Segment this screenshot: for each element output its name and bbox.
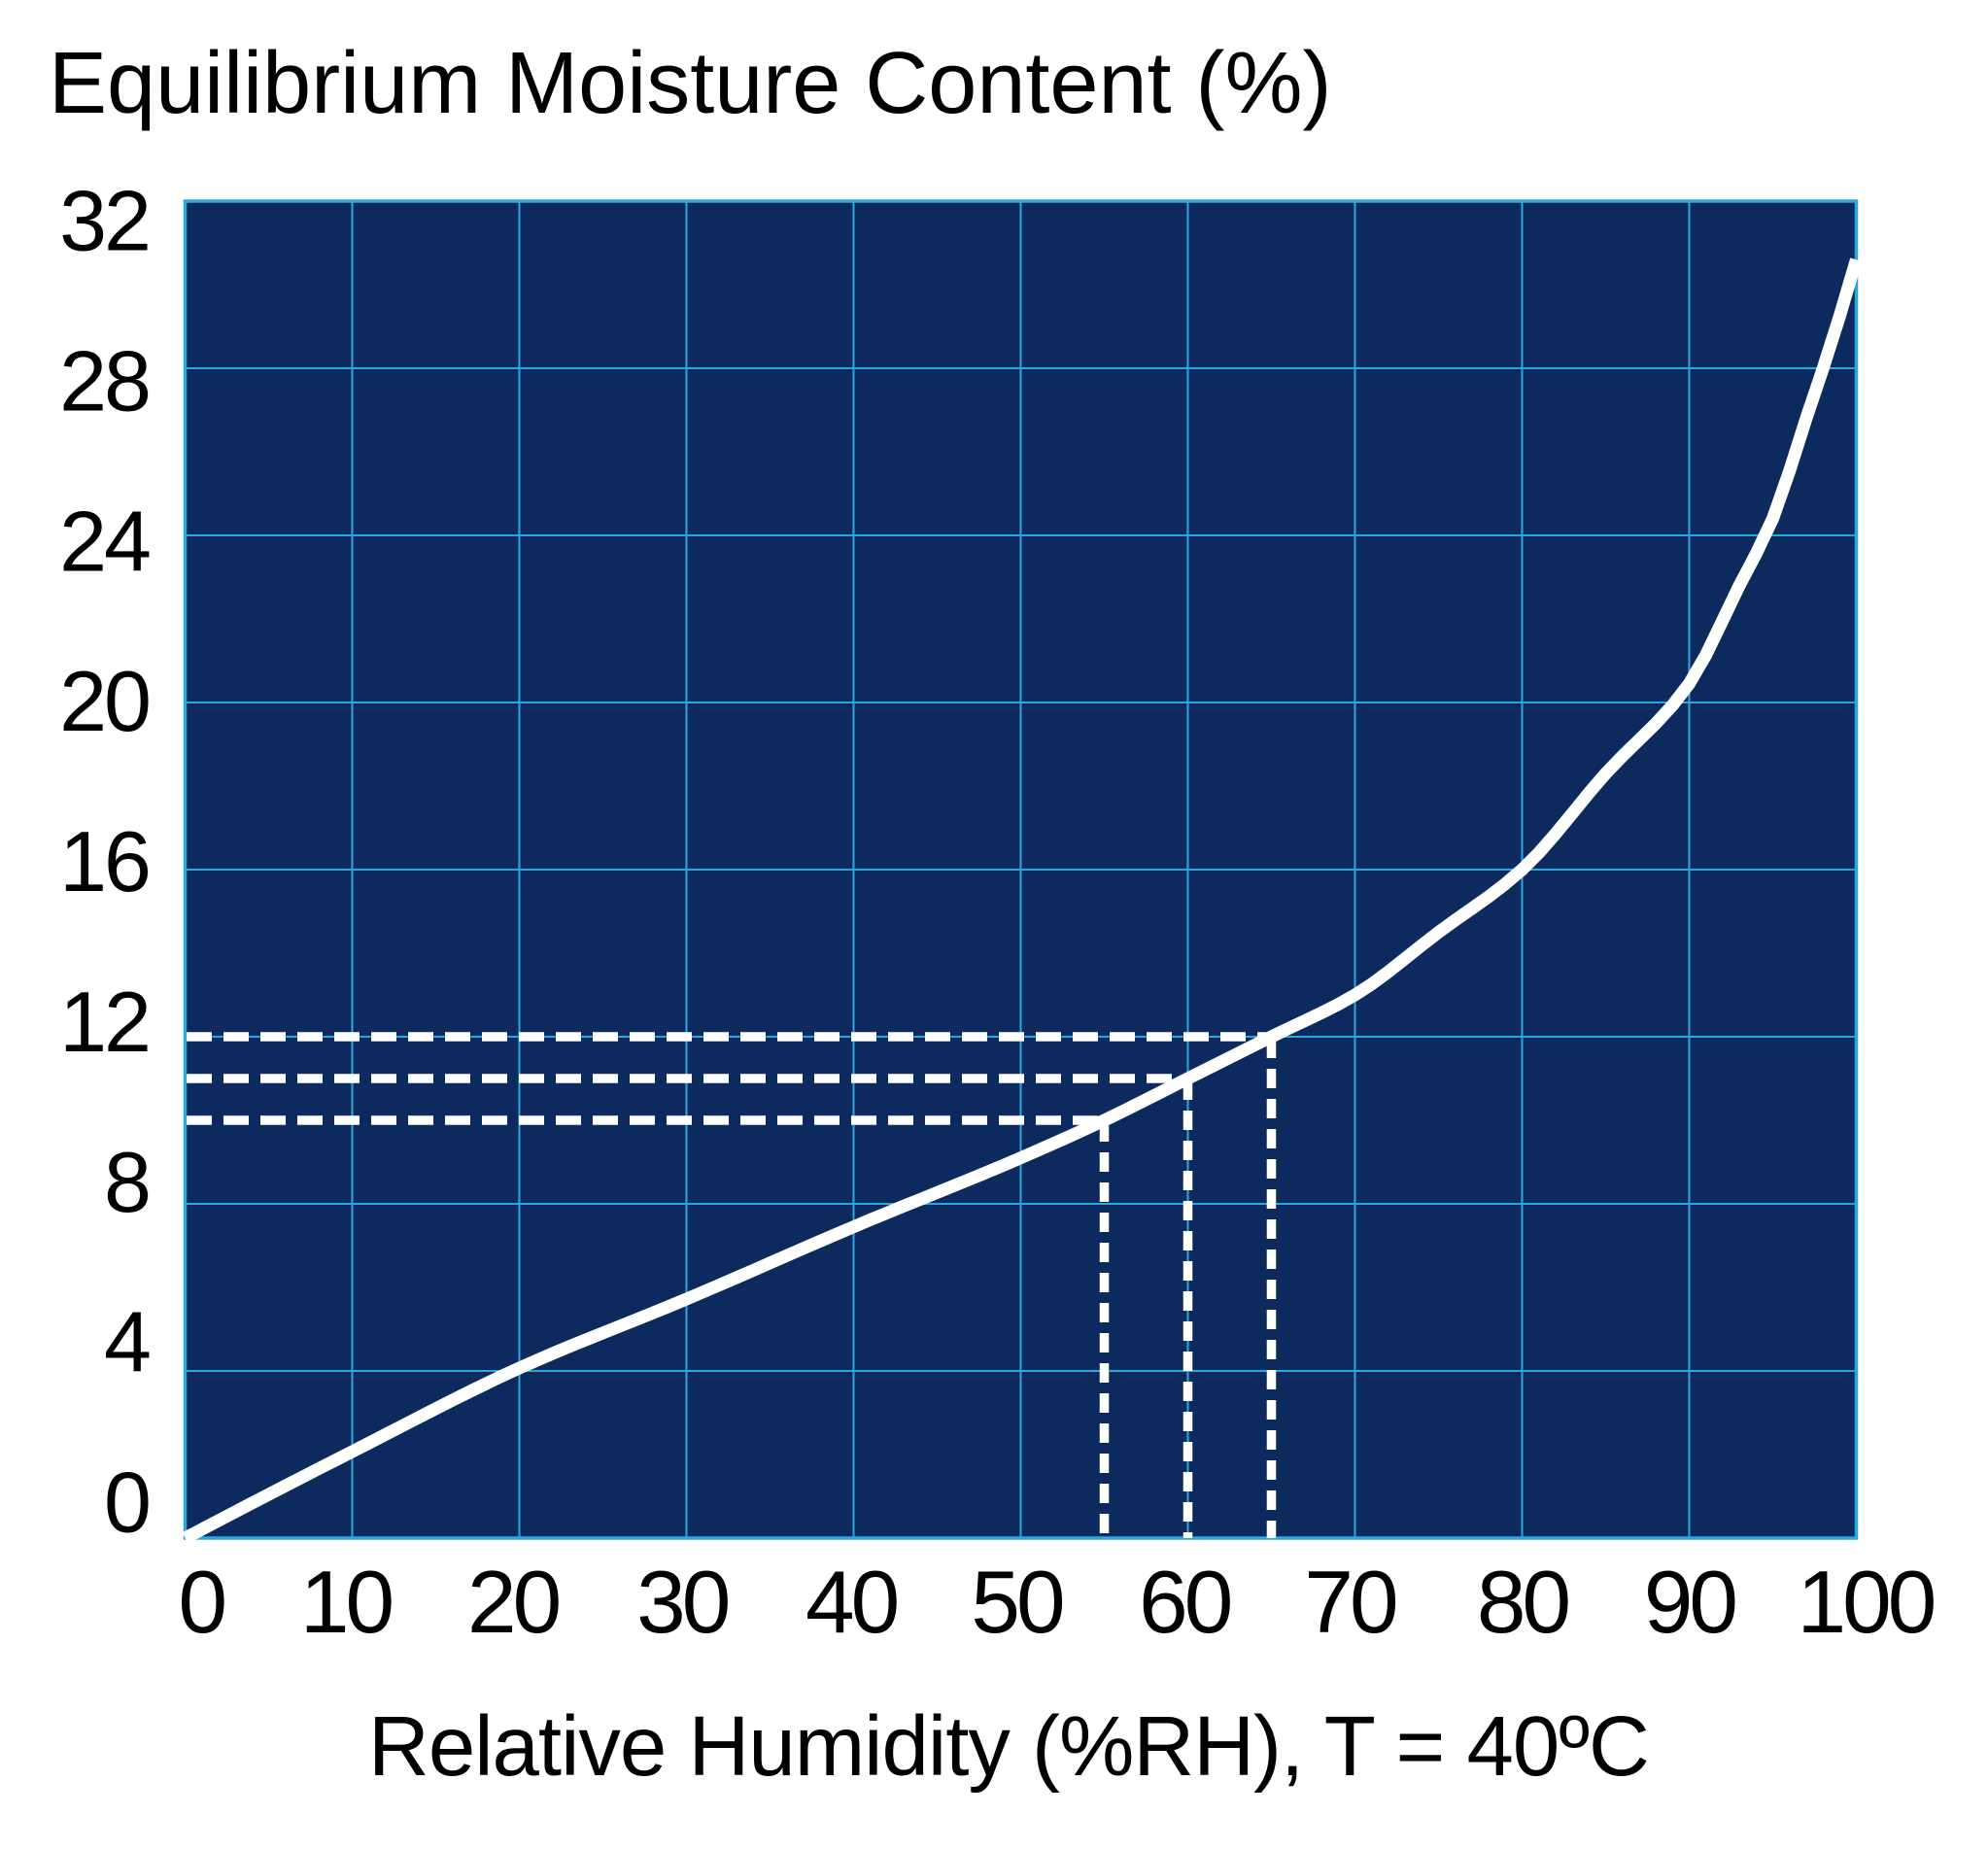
svg-text:Relative Humidity (%RH), T = 4: Relative Humidity (%RH), T = 40ºC (368, 1699, 1649, 1794)
svg-text:20: 20 (59, 653, 149, 749)
svg-text:0: 0 (104, 1455, 149, 1551)
svg-text:40: 40 (805, 1554, 898, 1652)
svg-text:90: 90 (1644, 1554, 1736, 1652)
svg-text:Equilibrium Moisture Content (: Equilibrium Moisture Content (%) (49, 35, 1331, 132)
svg-text:16: 16 (59, 813, 149, 909)
svg-text:80: 80 (1477, 1554, 1569, 1652)
svg-text:32: 32 (59, 173, 149, 269)
svg-text:4: 4 (104, 1294, 150, 1390)
svg-text:20: 20 (467, 1554, 560, 1652)
svg-text:8: 8 (104, 1134, 149, 1230)
svg-text:60: 60 (1139, 1554, 1231, 1652)
svg-text:12: 12 (59, 974, 149, 1070)
svg-text:0: 0 (178, 1554, 224, 1652)
svg-text:30: 30 (636, 1554, 729, 1652)
svg-text:24: 24 (59, 493, 150, 589)
svg-text:100: 100 (1797, 1554, 1934, 1652)
svg-text:28: 28 (59, 332, 149, 428)
svg-text:70: 70 (1304, 1554, 1396, 1652)
svg-text:50: 50 (971, 1554, 1063, 1652)
svg-text:10: 10 (300, 1554, 393, 1652)
